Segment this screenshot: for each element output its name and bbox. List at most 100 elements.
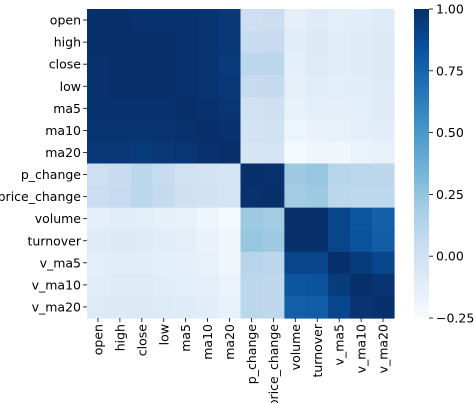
heatmap-cell-close-v-ma10 — [350, 53, 373, 76]
heatmap-cell-v-ma5-ma5 — [174, 251, 198, 275]
heatmap-cell-high-high — [108, 31, 132, 54]
heatmap-cell-open-p-change — [240, 9, 264, 32]
heatmap-cell-price-change-ma20 — [218, 185, 242, 209]
heatmap-cell-v-ma5-volume — [284, 251, 307, 275]
colorbar-tick-label: 0.25 — [436, 187, 464, 202]
heatmap-cell-v-ma5-open — [87, 251, 110, 275]
heatmap-cell-ma5-v-ma10 — [350, 97, 373, 120]
heatmap-cell-v-ma10-low — [152, 273, 176, 297]
heatmap-cell-price-change-p-change — [240, 185, 264, 209]
heatmap-cell-v-ma10-volume — [284, 273, 307, 297]
heatmap-cell-v-ma5-v-ma5 — [328, 251, 351, 275]
heatmap-cell-v-ma10-p-change — [240, 273, 264, 297]
heatmap-cell-v-ma5-turnover — [306, 251, 329, 275]
colorbar-tick-label: −0.25 — [436, 311, 474, 326]
y-tick-label-v-ma10: v_ma10 — [32, 277, 81, 292]
y-tick-label-open: open — [50, 13, 81, 28]
heatmap-cell-v-ma5-high — [108, 251, 132, 275]
heatmap-cell-close-open — [87, 53, 110, 76]
heatmap-cell-p-change-close — [130, 163, 154, 187]
heatmap-cell-v-ma10-high — [108, 273, 132, 297]
heatmap-cell-high-v-ma20 — [372, 31, 395, 54]
heatmap-cell-close-low — [152, 53, 176, 76]
x-tick-label-turnover: turnover — [310, 323, 325, 377]
heatmap-cell-ma20-close — [130, 141, 154, 165]
x-tick-label-price-change: price_change — [266, 324, 281, 403]
x-tick-label-high: high — [112, 324, 127, 351]
heatmap-cell-price-change-v-ma5 — [328, 185, 351, 209]
heatmap-cell-ma10-ma5 — [174, 119, 198, 143]
heatmap-cell-p-change-v-ma20 — [372, 163, 395, 187]
heatmap-cell-high-ma5 — [174, 31, 198, 54]
heatmap-cell-close-turnover — [306, 53, 329, 76]
heatmap-cell-ma20-high — [108, 141, 132, 165]
heatmap-cell-v-ma10-v-ma20 — [372, 273, 395, 297]
x-tick-labels: open high close low ma5 ma10 ma20 p_change price… — [90, 318, 391, 403]
heatmap-cell-close-p-change — [240, 53, 264, 76]
heatmap-cell-price-change-open — [87, 185, 110, 209]
heatmap-cell-low-volume — [284, 75, 307, 98]
heatmap-cell-ma10-price-change — [262, 119, 285, 143]
heatmap-cell-ma5-v-ma5 — [328, 97, 351, 120]
heatmap-cell-turnover-ma5 — [174, 229, 198, 253]
heatmap-cell-ma20-v-ma5 — [328, 141, 351, 165]
heatmap-cell-p-change-volume — [284, 163, 307, 187]
heatmap-cell-p-change-p-change — [240, 163, 264, 187]
heatmap-cell-volume-high — [108, 207, 132, 231]
heatmap-cell-ma5-ma20 — [218, 97, 242, 120]
heatmap-cell-open-ma5 — [174, 9, 198, 32]
heatmap-cell-ma5-volume — [284, 97, 307, 120]
heatmap-cell-ma5-ma10 — [196, 97, 220, 120]
heatmap-cell-volume-p-change — [240, 207, 264, 231]
heatmap-cell-close-volume — [284, 53, 307, 76]
heatmap-cell-ma10-v-ma10 — [350, 119, 373, 143]
heatmap-cell-ma20-volume — [284, 141, 307, 165]
y-tick-label-low: low — [60, 79, 81, 94]
y-tick-label-p-change: p_change — [21, 167, 81, 182]
heatmap-cell-v-ma5-price-change — [262, 251, 285, 275]
heatmap-cell-v-ma5-close — [130, 251, 154, 275]
heatmap-cell-p-change-high — [108, 163, 132, 187]
heatmap-cell-high-low — [152, 31, 176, 54]
x-tick-label-v-ma10: v_ma10 — [354, 324, 369, 373]
heatmap-cell-open-low — [152, 9, 176, 32]
heatmap-cell-turnover-p-change — [240, 229, 264, 253]
heatmap-cell-low-ma20 — [218, 75, 242, 98]
heatmap-cell-low-low — [152, 75, 176, 98]
heatmap-cell-high-v-ma10 — [350, 31, 373, 54]
heatmap-cell-ma10-ma20 — [218, 119, 242, 143]
colorbar-tick-label: 0.00 — [436, 249, 464, 264]
heatmap-cell-open-open — [87, 9, 110, 32]
heatmap-cell-low-turnover — [306, 75, 329, 98]
heatmap-cell-low-ma5 — [174, 75, 198, 98]
heatmap-cell-high-volume — [284, 31, 307, 54]
heatmap-cell-close-ma10 — [196, 53, 220, 76]
x-tick-label-ma10: ma10 — [200, 324, 215, 360]
heatmap-cell-ma5-turnover — [306, 97, 329, 120]
x-tick-label-ma20: ma20 — [222, 324, 237, 360]
heatmap-cell-v-ma10-ma5 — [174, 273, 198, 297]
heatmap-cell-ma20-ma10 — [196, 141, 220, 165]
heatmap-cell-high-ma10 — [196, 31, 220, 54]
heatmap-cell-v-ma5-ma10 — [196, 251, 220, 275]
heatmap-cells — [87, 9, 395, 319]
x-tick-label-low: low — [156, 324, 171, 345]
heatmap-cell-open-v-ma5 — [328, 9, 351, 32]
heatmap-cell-low-v-ma20 — [372, 75, 395, 98]
heatmap-cell-volume-price-change — [262, 207, 285, 231]
heatmap-cell-v-ma10-close — [130, 273, 154, 297]
colorbar-tick-label: 0.75 — [436, 63, 464, 78]
heatmap-cell-turnover-ma20 — [218, 229, 242, 253]
heatmap-cell-ma10-ma10 — [196, 119, 220, 143]
heatmap-cell-volume-v-ma10 — [350, 207, 373, 231]
heatmap-cell-high-price-change — [262, 31, 285, 54]
x-tick-label-v-ma20: v_ma20 — [376, 324, 391, 373]
heatmap-cell-turnover-volume — [284, 229, 307, 253]
heatmap-cell-volume-ma20 — [218, 207, 242, 231]
heatmap-cell-price-change-high — [108, 185, 132, 209]
heatmap-cell-v-ma20-close — [130, 295, 154, 319]
heatmap-cell-v-ma20-ma5 — [174, 295, 198, 319]
heatmap-cell-ma5-close — [130, 97, 154, 120]
heatmap-cell-turnover-v-ma20 — [372, 229, 395, 253]
heatmap-cell-price-change-close — [130, 185, 154, 209]
